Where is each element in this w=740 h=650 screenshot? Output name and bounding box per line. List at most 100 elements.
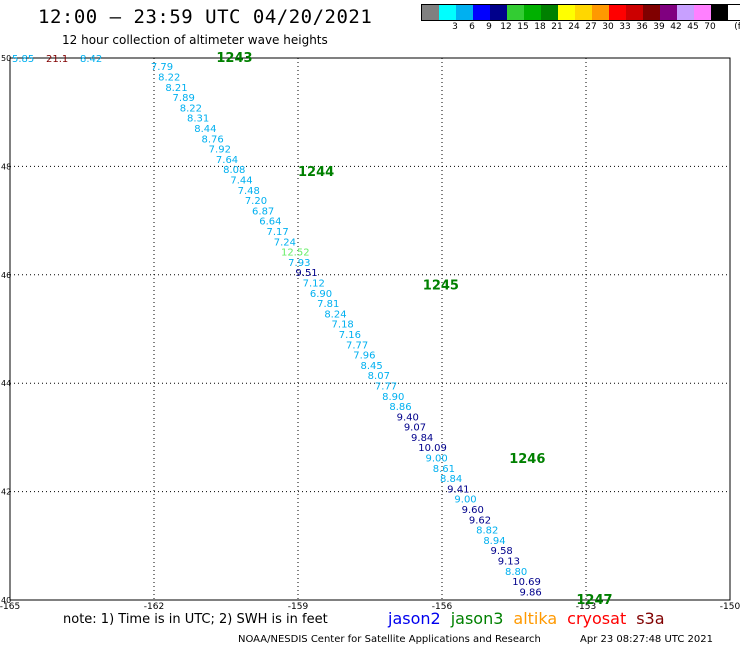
- pass-number-label: 1246: [509, 452, 545, 467]
- latitude-tick-label: 44: [1, 379, 11, 388]
- wave-height-value: 7.64: [216, 155, 238, 166]
- wave-height-value: 7.77: [375, 381, 397, 392]
- wave-height-value: 8.22: [180, 103, 202, 114]
- wave-height-value: 8.86: [389, 402, 411, 413]
- mission-cryosat: cryosat: [567, 609, 627, 628]
- wave-height-value: 9.58: [491, 546, 513, 557]
- wave-height-value: 9.40: [397, 412, 419, 423]
- longitude-tick-label: -162: [144, 602, 164, 612]
- wave-height-value: 8.44: [194, 124, 216, 135]
- wave-height-value: 7.77: [346, 340, 368, 351]
- legend-swatch: [694, 5, 711, 20]
- wave-height-value: 9.51: [295, 268, 317, 279]
- latitude-tick-label: 42: [1, 488, 11, 497]
- legend-label: 3: [452, 22, 458, 32]
- legend-swatch: [541, 5, 558, 20]
- pass-number-label: 1243: [216, 51, 252, 66]
- legend-label: 70: [704, 22, 716, 32]
- wave-height-value: 9.07: [404, 423, 426, 434]
- map-frame: [9, 57, 731, 601]
- wave-height-value: 6.87: [252, 206, 274, 217]
- legend-label: 12: [500, 22, 512, 32]
- pass-number-label: 1247: [576, 593, 612, 608]
- wave-height-value: 8.94: [483, 536, 505, 547]
- legend-label: 21: [551, 22, 563, 32]
- wave-height-value: 7.81: [317, 299, 339, 310]
- legend-label: 15: [517, 22, 529, 32]
- wave-height-value: 9.41: [447, 484, 469, 495]
- wave-height-value: 7.96: [353, 351, 375, 362]
- wave-height-value: 9.84: [411, 433, 433, 444]
- wave-height-value: 7.89: [173, 93, 195, 104]
- legend-label: 45: [687, 22, 699, 32]
- wave-height-value: 7.20: [245, 196, 267, 207]
- wave-height-value: 8.61: [433, 464, 455, 475]
- map-subtitle: 12 hour collection of altimeter wave hei…: [62, 33, 328, 47]
- legend-swatch: [609, 5, 626, 20]
- longitude-tick-label: -156: [432, 602, 453, 612]
- legend-label: 33: [619, 22, 631, 32]
- footer-note: note: 1) Time is in UTC; 2) SWH is in fe…: [63, 612, 328, 627]
- wave-height-value: 8.08: [223, 165, 245, 176]
- wave-height-value: 7.12: [303, 278, 325, 289]
- mission-jason2: jason2: [388, 609, 441, 628]
- edge-wave-height-value: 21.1: [46, 54, 68, 65]
- legend-swatch: [456, 5, 473, 20]
- wave-height-value: 7.24: [274, 237, 296, 248]
- wave-height-value: 7.17: [267, 227, 289, 238]
- wave-height-value: 8.80: [505, 567, 527, 578]
- wave-height-value: 9.60: [462, 505, 484, 516]
- wave-height-value: 8.24: [324, 309, 346, 320]
- legend-swatch: [524, 5, 541, 20]
- wave-height-value: 8.90: [382, 392, 404, 403]
- legend-swatch: [558, 5, 575, 20]
- wave-height-value: 7.93: [288, 258, 310, 269]
- legend-swatches: [421, 4, 740, 21]
- mission-jason3: jason3: [450, 609, 504, 628]
- credit-line: NOAA/NESDIS Center for Satellite Applica…: [238, 634, 541, 645]
- wave-height-value: 7.79: [151, 62, 173, 73]
- wave-height-value: 9.86: [519, 587, 541, 598]
- legend-swatch: [660, 5, 677, 20]
- legend-label: 6: [469, 22, 475, 32]
- legend-swatch: [677, 5, 694, 20]
- wave-height-value: 8.84: [440, 474, 462, 485]
- wave-height-value: 8.76: [201, 134, 223, 145]
- wave-height-value: 9.00: [425, 454, 447, 465]
- wave-height-value: 8.22: [158, 73, 180, 84]
- legend-swatch: [711, 5, 728, 20]
- wave-height-value: 6.90: [310, 289, 332, 300]
- wave-height-value: 8.31: [187, 114, 209, 125]
- pass-number-label: 1244: [298, 165, 334, 180]
- longitude-tick-label: -153: [576, 602, 596, 612]
- longitude-tick-label: -150: [720, 602, 740, 612]
- latitude-tick-label: 46: [1, 271, 11, 280]
- edge-wave-height-value: 5.85: [12, 54, 34, 65]
- latitude-tick-label: 40: [1, 596, 11, 605]
- legend-swatch: [439, 5, 456, 20]
- legend-swatch: [507, 5, 524, 20]
- pass-number-label: 1245: [423, 279, 459, 294]
- legend-label: 27: [585, 22, 597, 32]
- legend-label: 42: [670, 22, 682, 32]
- mission-s3a: s3a: [636, 609, 665, 628]
- legend-swatch: [473, 5, 490, 20]
- wave-height-value: 10.09: [418, 443, 447, 454]
- legend-swatch: [490, 5, 507, 20]
- wave-height-value: 7.16: [339, 330, 361, 341]
- wave-height-value: 12.52: [281, 248, 310, 259]
- legend-label: 9: [486, 22, 492, 32]
- map-title: 12:00 – 23:59 UTC 04/20/2021: [38, 6, 373, 28]
- wave-height-value: 8.82: [476, 526, 498, 537]
- wave-height-value: 7.48: [238, 186, 260, 197]
- wave-height-value: 9.00: [454, 495, 476, 506]
- mission-legend: jason2 jason3 altika cryosat s3a: [388, 609, 665, 628]
- wave-height-value: 9.62: [469, 515, 491, 526]
- legend-label: 18: [534, 22, 546, 32]
- wave-height-value: 7.92: [209, 145, 231, 156]
- wave-height-value: 7.44: [230, 175, 252, 186]
- latitude-tick-label: 48: [1, 162, 11, 171]
- mission-altika: altika: [513, 609, 558, 628]
- legend-swatch: [592, 5, 609, 20]
